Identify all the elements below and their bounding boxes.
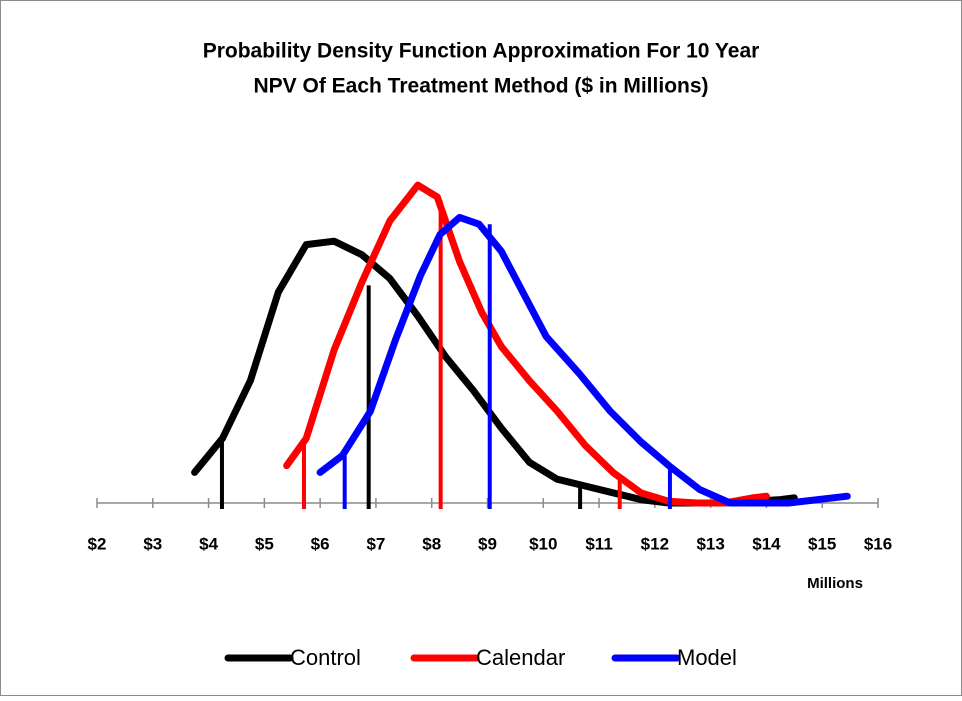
x-axis-label: Millions	[807, 575, 863, 592]
x-tick-label: $2	[88, 534, 107, 553]
x-tick-label: $14	[752, 534, 781, 553]
chart-title: NPV Of Each Treatment Method ($ in Milli…	[253, 75, 708, 98]
x-tick-label: $4	[199, 534, 218, 553]
chart-title: Probability Density Function Approximati…	[203, 40, 760, 63]
x-tick-label: $8	[422, 534, 441, 553]
legend-label: Control	[290, 645, 361, 670]
x-tick-label: $10	[529, 534, 557, 553]
x-tick-label: $7	[366, 534, 385, 553]
x-tick-label: $11	[585, 534, 612, 553]
series-line	[283, 181, 770, 507]
x-tick-label: $12	[641, 534, 669, 553]
x-tick-label: $6	[311, 534, 330, 553]
x-tick-label: $9	[478, 534, 497, 553]
legend-label: Model	[677, 645, 737, 670]
legend-label: Calendar	[476, 645, 565, 670]
x-tick-label: $3	[143, 534, 162, 553]
x-tick-label: $15	[808, 534, 836, 553]
series-line	[316, 213, 851, 507]
x-tick-label: $13	[696, 534, 724, 553]
x-tick-label: $16	[864, 534, 892, 553]
x-tick-label: $5	[255, 534, 274, 553]
